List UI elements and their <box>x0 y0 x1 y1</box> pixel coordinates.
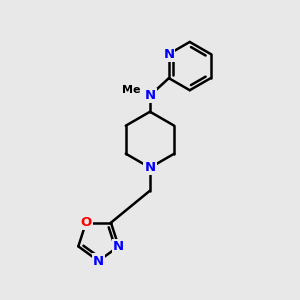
Text: N: N <box>163 47 174 61</box>
Text: O: O <box>80 216 92 229</box>
Text: Me: Me <box>122 85 140 95</box>
Text: N: N <box>113 240 124 253</box>
Text: N: N <box>93 254 104 268</box>
Text: N: N <box>144 89 156 102</box>
Text: N: N <box>144 161 156 174</box>
